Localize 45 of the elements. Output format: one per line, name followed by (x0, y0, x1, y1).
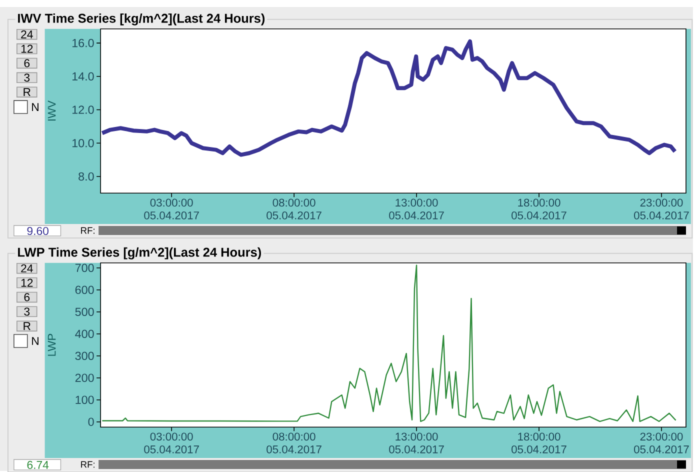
y-axis-title: IWV (48, 100, 56, 120)
x-tick-label: 23:00:00 05.04.2017 (634, 432, 689, 454)
y-tick-label: 12.0 (72, 105, 94, 114)
line-series (100, 39, 677, 157)
y-tick-label: 200 (75, 374, 94, 382)
text: N (32, 336, 38, 345)
y-tick-label: 400 (75, 330, 94, 338)
text: 3 (24, 307, 30, 316)
text: R (24, 88, 30, 96)
text: 24 (21, 264, 33, 272)
text: 3 (24, 73, 30, 82)
x-tick-label: 13:00:00 05.04.2017 (389, 432, 444, 454)
x-tick-label: 08:00:00 05.04.2017 (266, 432, 322, 454)
text: 24 (21, 30, 33, 38)
y-tick-label: 8.0 (78, 172, 94, 180)
chart-title: LWP Time Series [g/m^2](Last 24 Hours) (18, 247, 261, 260)
y-axis-title: LWP (48, 334, 56, 356)
x-tick-label: 08:00:00 05.04.2017 (266, 198, 322, 220)
text: 12 (21, 44, 33, 53)
text: 6 (24, 292, 30, 302)
y-tick-label: 600 (75, 286, 94, 294)
y-tick-label: 0 (88, 418, 94, 426)
y-tick-label: 100 (76, 396, 94, 404)
x-tick-label: 03:00:00 05.04.2017 (144, 432, 199, 454)
x-tick-label: 23:00:00 05.04.2017 (634, 198, 689, 220)
text: 6.74 (27, 460, 49, 469)
y-tick-label: 16.0 (72, 38, 94, 47)
text: N (32, 102, 38, 111)
y-tick-label: 300 (75, 352, 94, 360)
text: 6 (24, 58, 30, 68)
x-tick-label: 03:00:00 05.04.2017 (144, 198, 199, 220)
text: RF: (81, 227, 94, 234)
line-series (102, 264, 676, 422)
text: 9.60 (27, 226, 48, 235)
text: R (24, 322, 30, 330)
text: RF: (81, 461, 94, 468)
y-tick-label: 700 (75, 264, 94, 272)
y-tick-label: 500 (75, 308, 94, 316)
x-tick-label: 18:00:00 05.04.2017 (512, 432, 566, 454)
x-tick-label: 18:00:00 05.04.2017 (512, 198, 566, 220)
y-tick-label: 14.0 (72, 72, 94, 80)
text: 12 (21, 278, 33, 287)
chart-title: IWV Time Series [kg/m^2](Last 24 Hours) (18, 13, 265, 26)
x-tick-label: 13:00:00 05.04.2017 (389, 198, 444, 220)
y-tick-label: 10.0 (72, 138, 94, 148)
